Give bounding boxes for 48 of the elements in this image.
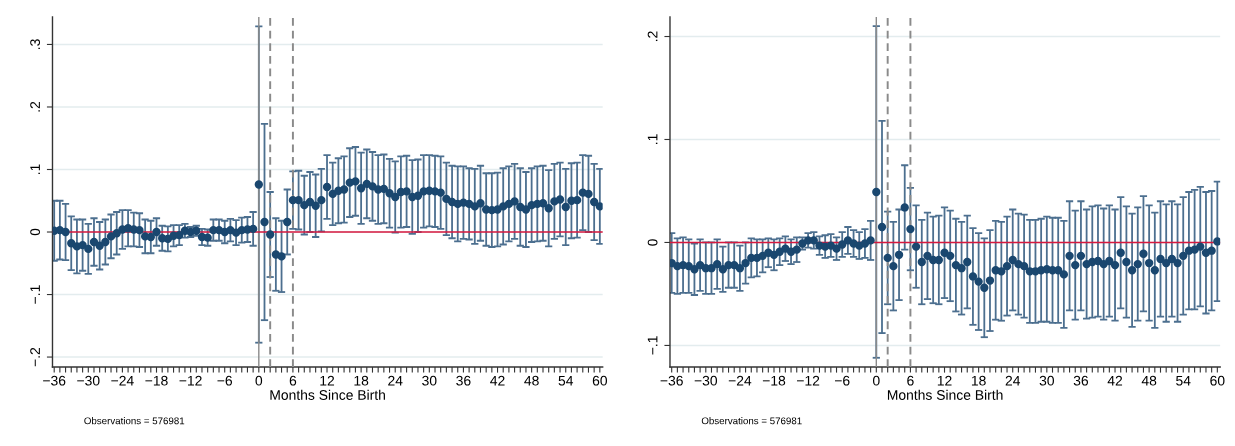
x-tick-label: −36 [660, 375, 683, 386]
text: Observations = 576981 [701, 417, 802, 425]
x-axis-title: Months Since Birth [270, 389, 385, 400]
x-tick-label: −36 [43, 375, 66, 386]
x-tick-label: 12 [937, 375, 952, 386]
x-tick-label: −18 [145, 375, 168, 386]
text: Observations = 576981 [84, 417, 185, 425]
y-tick-label: .2 [30, 101, 40, 112]
x-tick-label: −30 [77, 375, 100, 386]
y-tick-label: −.2 [30, 347, 40, 367]
x-tick-label: 18 [971, 375, 986, 386]
x-tick-label: 6 [907, 375, 914, 386]
x-tick-label: 24 [388, 375, 403, 386]
x-tick-label: 6 [289, 375, 297, 386]
x-tick-label: −18 [762, 375, 786, 386]
x-tick-label: 54 [1176, 375, 1191, 386]
x-axis-title: Months Since Birth [887, 389, 1003, 400]
y-tick-label: .2 [647, 31, 658, 42]
y-tick-label: .1 [30, 164, 40, 175]
y-tick-label: −.1 [647, 336, 658, 355]
x-tick-label: −12 [797, 375, 820, 386]
x-tick-label: 60 [592, 375, 608, 386]
x-tick-label: −24 [728, 375, 752, 386]
y-tick-label: .3 [30, 39, 41, 49]
y-tick-label: 0 [647, 239, 658, 246]
x-tick-label: 54 [558, 375, 574, 386]
x-tick-label: 42 [490, 375, 505, 386]
x-tick-label: −6 [217, 375, 233, 386]
x-tick-label: 60 [1210, 375, 1225, 386]
x-tick-label: 24 [1005, 375, 1021, 386]
x-tick-label: 0 [872, 375, 880, 386]
y-tick-label: .1 [647, 134, 658, 145]
x-tick-label: 48 [524, 375, 539, 386]
x-tick-label: −12 [179, 375, 202, 386]
x-tick-label: 42 [1107, 375, 1123, 386]
y-tick-label: −.1 [30, 285, 40, 304]
x-tick-label: 36 [1073, 375, 1089, 386]
x-tick-label: 12 [320, 375, 335, 386]
x-tick-label: 36 [456, 375, 471, 386]
y-tick-label: 0 [30, 228, 41, 236]
x-tick-label: −6 [834, 375, 850, 386]
x-tick-label: 0 [255, 375, 263, 386]
x-tick-label: 30 [1039, 375, 1055, 386]
x-tick-label: −24 [111, 375, 134, 386]
x-tick-label: 30 [422, 375, 437, 386]
x-tick-label: −30 [694, 375, 718, 386]
x-tick-label: 18 [354, 375, 369, 386]
x-tick-label: 48 [1141, 375, 1157, 386]
